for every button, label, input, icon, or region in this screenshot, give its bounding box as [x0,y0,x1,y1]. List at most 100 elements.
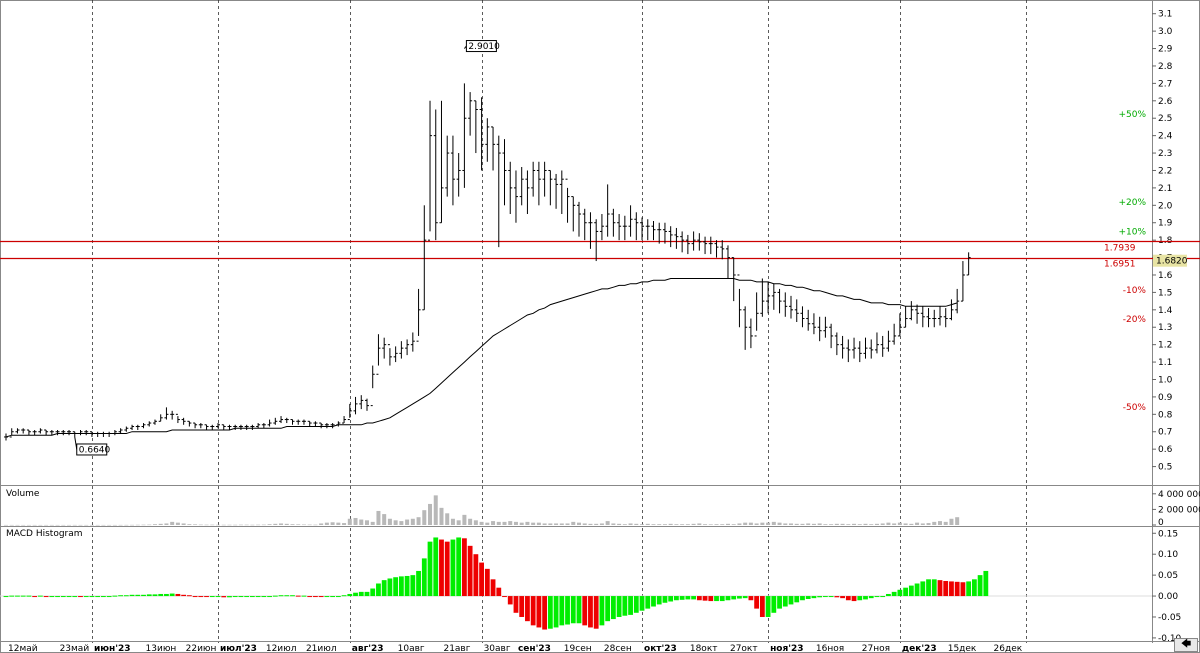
ohlc-bar [605,184,610,237]
volume-bar [823,524,828,525]
volume-bar [565,523,570,525]
price-axis-label: 0.5 [1158,463,1172,473]
volume-bar [399,521,404,525]
volume-bar [892,523,897,525]
volume-bar [943,521,948,525]
macd-histogram-bar [547,596,553,629]
macd-histogram-bar [777,596,782,609]
ohlc-bar [857,341,862,363]
ohlc-bar [731,257,736,302]
volume-bar [955,517,960,525]
macd-histogram-bar [198,596,204,598]
macd-histogram-bar [702,596,708,601]
macd-histogram-bar [943,580,949,597]
ohlc-bar [193,422,198,429]
ohlc-bar [164,407,169,420]
ohlc-bar [594,219,599,262]
ohlc-bar [387,344,392,366]
volume-bar [221,524,226,526]
volume-bar [513,521,518,525]
volume-bar [874,523,879,525]
macd-histogram-bar [3,596,9,598]
ohlc-bar [800,306,805,328]
macd-histogram-bar [696,596,702,601]
ohlc-bar [38,428,43,434]
macd-histogram-bar [381,580,387,597]
volume-bar [491,521,496,525]
ohlc-bar [789,295,794,319]
macd-histogram-bar [628,596,633,615]
ohlc-bar [210,424,215,431]
volume-bar [554,523,559,525]
volume-bar [852,523,857,525]
ohlc-bar [892,323,897,345]
ohlc-bar [491,126,496,171]
ohlc-bar [359,395,364,410]
ohlc-bar [714,240,719,258]
ohlc-bar [708,236,713,255]
ohlc-bar [846,339,851,363]
ohlc-bar [502,139,507,206]
ohlc-bar [147,421,152,427]
price-axis-label: 1.9 [1158,219,1173,229]
volume-bar [433,495,438,525]
volume-bar [307,524,312,526]
volume-bar [794,523,799,525]
ohlc-bar [737,274,742,328]
volume-bar [428,503,433,525]
ohlc-bar [181,417,186,425]
scroll-back-button[interactable]: 🡄 [1174,638,1198,652]
volume-bar [55,524,60,526]
macd-histogram-bar [920,581,926,597]
macd-histogram-bar [782,596,788,607]
volume-bar [313,524,318,526]
macd-histogram-bar [72,596,78,598]
volume-bar [147,524,152,526]
x-axis-label: 12июл [266,644,297,653]
x-axis-label: авг'23 [352,644,384,653]
volume-bar [267,524,272,525]
volume-bar [806,523,811,525]
volume-bar [559,523,564,525]
ohlc-bar [777,288,782,314]
macd-histogram-bar [519,596,525,617]
ohlc-bar [405,339,410,356]
volume-bar [743,522,748,525]
ohlc-bar [628,205,633,237]
volume-bar [4,524,8,526]
volume-bar [330,522,335,525]
macd-histogram-bar [977,575,983,597]
ohlc-bar [152,419,157,425]
volume-bar [382,514,387,525]
ohlc-bar [783,292,788,317]
volume-bar [657,524,662,525]
ohlc-bar [342,416,347,424]
ohlc-bar [101,431,106,437]
volume-bar [284,523,289,525]
ohlc-bar [748,318,753,349]
ohlc-bar [227,424,232,431]
x-axis-label: 21авг [443,644,470,653]
ohlc-bar [771,283,776,310]
macd-histogram-bar [576,596,582,624]
macd-histogram-bar [599,596,605,626]
volume-bar [634,523,639,525]
volume-bar [708,524,713,525]
volume-bar [261,524,266,526]
volume-bar [508,521,513,525]
macd-histogram-bar [897,589,903,597]
ohlc-bar [582,208,587,241]
macd-histogram-bar [186,595,192,597]
ohlc-bar [920,306,925,328]
x-axis-label: 15дек [948,644,977,653]
ohlc-bar [175,413,180,424]
last-price-label: 1.6820 [1156,257,1188,267]
volume-bar [725,523,730,525]
volume-bar [789,523,794,525]
macd-histogram-bar [651,596,656,607]
macd-histogram-bar [26,595,32,597]
macd-histogram-bar [32,596,38,598]
volume-bar [72,524,77,526]
ohlc-bar [766,281,771,314]
volume-bar [175,522,180,525]
